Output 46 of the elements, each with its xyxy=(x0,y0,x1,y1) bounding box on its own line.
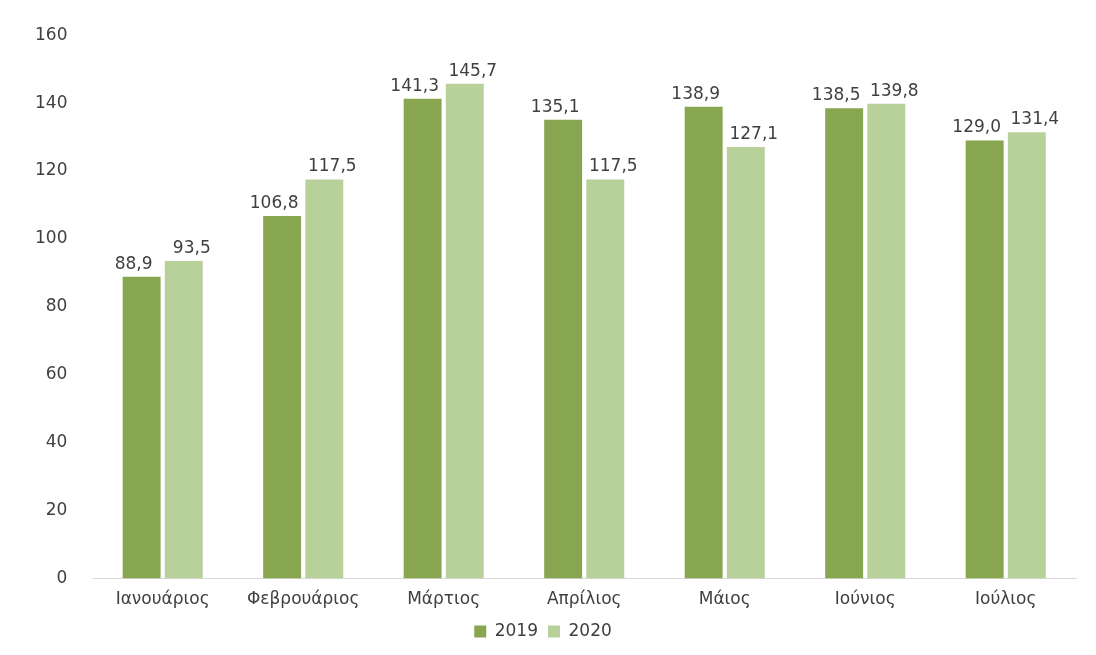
bar xyxy=(1007,132,1046,579)
data-label: 127,1 xyxy=(729,122,779,143)
data-label: 129,0 xyxy=(952,116,1002,137)
bar xyxy=(263,215,302,579)
y-tick-label: 140 xyxy=(34,91,68,112)
data-label: 139,8 xyxy=(869,79,919,100)
data-label: 93,5 xyxy=(172,236,211,257)
data-label: 131,4 xyxy=(1010,108,1060,129)
data-label: 141,3 xyxy=(390,74,439,95)
y-tick-label: 20 xyxy=(45,499,68,520)
data-label: 138,9 xyxy=(671,82,720,103)
bar xyxy=(726,146,765,579)
y-tick-label: 60 xyxy=(45,363,68,384)
bar xyxy=(164,261,203,579)
bar xyxy=(403,98,442,579)
legend-label: 2020 xyxy=(568,619,612,640)
data-label: 145,7 xyxy=(448,59,498,80)
bar xyxy=(965,140,1004,579)
x-tick-label: Μάρτιος xyxy=(407,588,481,609)
data-label: 88,9 xyxy=(114,252,153,273)
bar xyxy=(305,179,344,579)
bar xyxy=(122,276,161,579)
y-tick-label: 160 xyxy=(34,23,68,44)
y-tick-label: 120 xyxy=(34,159,68,180)
data-label: 138,5 xyxy=(811,84,861,105)
x-tick-label: Φεβρουάριος xyxy=(246,588,360,609)
bar xyxy=(684,106,723,579)
y-tick-label: 100 xyxy=(34,227,68,248)
bar xyxy=(825,108,864,579)
x-tick-label: Ιανουάριος xyxy=(115,588,210,609)
x-tick-label: Μάιος xyxy=(698,588,751,609)
y-tick-label: 0 xyxy=(56,567,68,588)
x-tick-label: Ιούνιος xyxy=(834,588,896,609)
y-tick-label: 40 xyxy=(45,431,68,452)
data-label: 117,5 xyxy=(588,155,638,176)
bar xyxy=(586,179,625,579)
data-label: 135,1 xyxy=(530,95,580,116)
data-label: 117,5 xyxy=(307,155,357,176)
x-tick-label: Απρίλιος xyxy=(546,588,622,609)
bar xyxy=(544,119,583,579)
data-label: 106,8 xyxy=(249,191,299,212)
legend-label: 2019 xyxy=(494,619,538,640)
x-tick-label: Ιούλιος xyxy=(975,588,1037,609)
bar xyxy=(867,103,906,579)
bar xyxy=(445,83,484,579)
y-tick-label: 80 xyxy=(45,295,68,316)
